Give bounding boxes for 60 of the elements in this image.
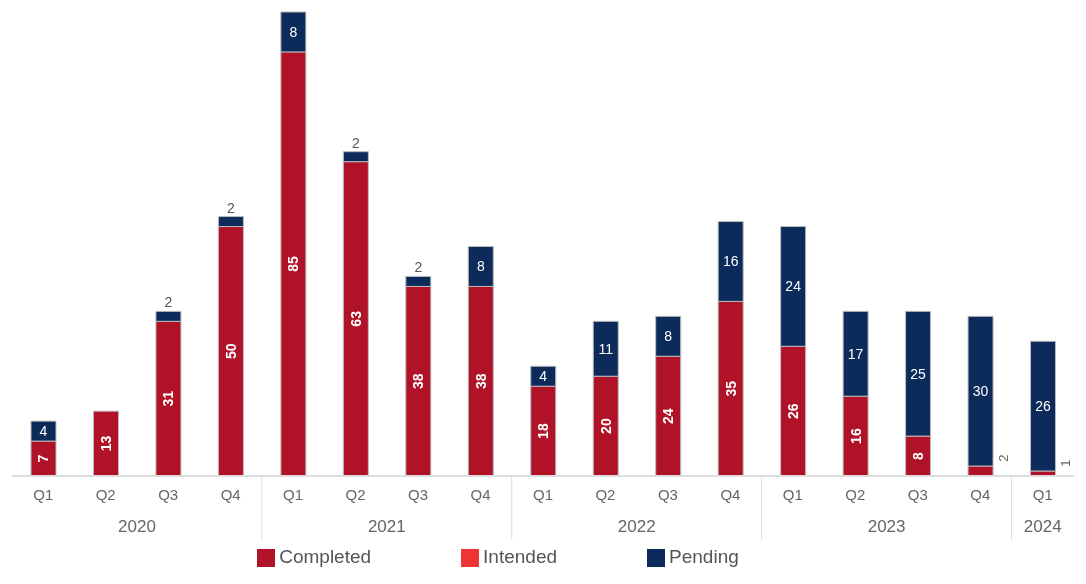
x-tick-label: Q4 (970, 486, 991, 503)
data-label: 31 (160, 390, 177, 407)
x-tick-label: Q1 (1032, 486, 1053, 503)
data-label: 8 (664, 328, 673, 345)
data-label: 30 (972, 383, 989, 400)
data-label: 4 (539, 368, 548, 385)
bar (92, 410, 119, 477)
data-label: 26 (1035, 398, 1052, 415)
data-label: 16 (722, 253, 739, 270)
data-label: 8 (289, 23, 298, 40)
data-label: 11 (598, 340, 614, 357)
x-tick-label: Q1 (33, 486, 54, 503)
x-tick-label: Q3 (408, 486, 429, 503)
text: 2023 (867, 517, 906, 536)
legend-label: Pending (669, 546, 739, 567)
data-label: 24 (785, 278, 802, 295)
data-label: 63 (347, 310, 364, 327)
x-tick-label: Q2 (95, 486, 116, 503)
data-label: 8 (476, 258, 485, 275)
x-tick-label: Q2 (345, 486, 366, 503)
text: 2024 (1023, 517, 1062, 536)
data-label: 38 (410, 373, 427, 389)
data-label: 13 (97, 435, 114, 452)
data-label: 18 (535, 423, 552, 439)
data-label: 1 (1058, 459, 1074, 467)
data-label: 2 (995, 454, 1011, 462)
x-tick-label: Q2 (845, 486, 866, 503)
text: 2022 (617, 517, 656, 536)
data-label: 4 (39, 423, 48, 440)
bar (1030, 340, 1057, 472)
x-tick-label: Q3 (158, 486, 179, 503)
data-label: 20 (597, 418, 614, 434)
x-tick-label: Q4 (220, 486, 241, 503)
legend-label: Intended (483, 546, 558, 567)
data-label: 50 (222, 343, 239, 360)
data-label: 2 (227, 199, 236, 216)
data-label: 8 (910, 451, 927, 460)
x-tick-label: Q1 (283, 486, 304, 503)
data-label: 35 (722, 380, 739, 397)
x-tick-label: Q2 (595, 486, 616, 503)
data-label: 2 (164, 294, 173, 311)
x-tick-label: Q1 (532, 486, 554, 503)
data-label: 7 (35, 454, 52, 463)
data-label: 38 (472, 373, 489, 389)
legend-label: Completed (279, 546, 372, 567)
data-label: 16 (847, 428, 864, 444)
text: 2020 (118, 517, 156, 536)
data-label: 24 (660, 408, 677, 424)
data-label: 85 (285, 255, 302, 272)
x-tick-label: Q1 (782, 486, 803, 503)
x-tick-label: Q3 (657, 486, 678, 503)
data-label: 17 (847, 345, 864, 362)
data-label: 25 (910, 365, 927, 382)
data-label: 2 (351, 134, 360, 151)
text: 2021 (367, 517, 406, 536)
x-tick-label: Q4 (720, 486, 741, 503)
data-label: 26 (785, 403, 802, 419)
data-label: 2 (414, 259, 423, 276)
x-tick-label: Q4 (470, 486, 491, 503)
x-tick-label: Q3 (907, 486, 928, 503)
